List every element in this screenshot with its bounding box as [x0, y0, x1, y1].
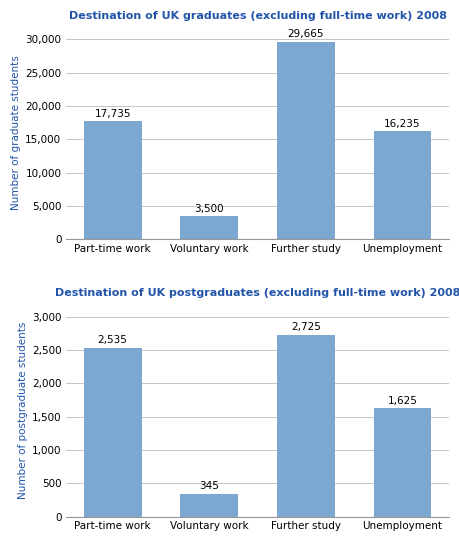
Title: Destination of UK postgraduates (excluding full-time work) 2008: Destination of UK postgraduates (excludi… [55, 288, 459, 298]
Text: 17,735: 17,735 [94, 108, 131, 119]
Bar [180, 216, 238, 240]
Title: Destination of UK graduates (excluding full-time work) 2008: Destination of UK graduates (excluding f… [68, 11, 446, 21]
Bar [84, 347, 141, 517]
Bar [276, 335, 334, 517]
Text: 29,665: 29,665 [287, 29, 324, 39]
Bar [84, 121, 141, 240]
Text: 1,625: 1,625 [387, 396, 416, 406]
Y-axis label: Number of postgraduate students: Number of postgraduate students [17, 321, 28, 499]
Bar [180, 494, 238, 517]
Bar [276, 42, 334, 240]
Text: 2,725: 2,725 [291, 322, 320, 332]
Text: 345: 345 [199, 481, 219, 491]
Y-axis label: Number of graduate students: Number of graduate students [11, 55, 21, 210]
Text: 16,235: 16,235 [383, 119, 420, 128]
Text: 2,535: 2,535 [97, 335, 127, 345]
Text: 3,500: 3,500 [194, 204, 224, 214]
Bar [373, 131, 431, 240]
Bar [373, 408, 431, 517]
